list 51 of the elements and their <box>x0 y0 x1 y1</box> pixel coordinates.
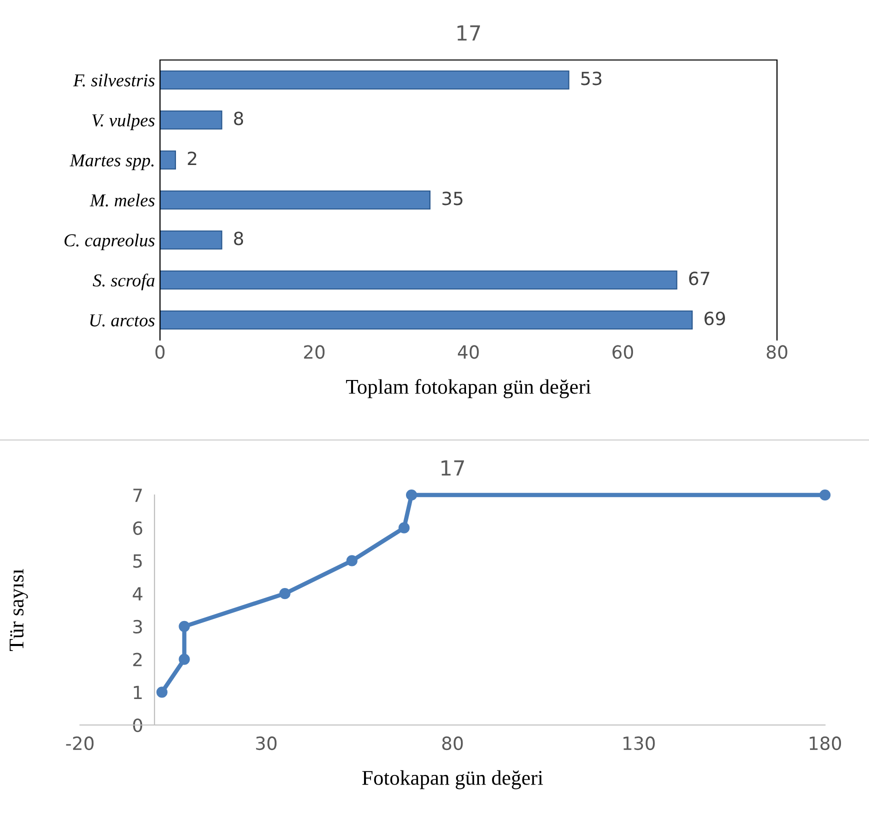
point <box>279 588 290 600</box>
x-tick-label: 30 <box>256 736 277 750</box>
data-label: 69 <box>704 312 725 326</box>
y-tick-label: U. arctos <box>90 314 155 327</box>
y-tick-label: 7 <box>133 488 142 502</box>
data-label: 35 <box>442 192 462 206</box>
data-label: 53 <box>581 72 602 86</box>
y-tick-label: V. vulpes <box>92 114 155 130</box>
bar <box>160 270 678 290</box>
y-tick-label: M. meles <box>90 194 155 207</box>
data-label: 8 <box>234 232 244 246</box>
data-label: 8 <box>234 112 244 126</box>
chart-title: 17 <box>458 25 480 41</box>
x-tick-label: 60 <box>612 345 634 359</box>
y-axis-title: Tür sayısı <box>10 569 28 651</box>
point <box>156 686 168 698</box>
x-tick-label: 180 <box>810 736 842 750</box>
x-axis-title: Fotokapan gün değeri <box>362 770 543 790</box>
point <box>178 654 190 665</box>
x-tick-label: 80 <box>442 736 463 750</box>
y-tick-label: 5 <box>133 554 142 568</box>
y-tick-label: 4 <box>132 587 142 600</box>
bar <box>160 310 693 330</box>
x-tick-label: -20 <box>66 736 94 750</box>
data-label: 67 <box>689 272 710 286</box>
point <box>346 555 358 566</box>
y-tick-label: 2 <box>133 652 142 666</box>
point <box>178 620 190 632</box>
y-tick-label: S. scrofa <box>92 274 154 290</box>
x-axis-title: Toplam fotokapan gün değeri <box>346 379 591 398</box>
y-tick-label: Martes spp. <box>70 154 154 170</box>
point <box>398 522 410 534</box>
chart-title: 17 <box>442 460 464 476</box>
bar <box>160 70 570 90</box>
y-tick-label: C. capreolus <box>64 234 155 250</box>
y-tick-label: 3 <box>133 620 142 634</box>
y-tick-label: 6 <box>133 521 142 535</box>
bar <box>160 230 222 250</box>
data-label: 2 <box>188 152 196 165</box>
y-tick-label: F. silvestris <box>73 74 155 87</box>
y-tick-label: 1 <box>134 686 142 700</box>
x-tick-label: 80 <box>766 345 788 359</box>
bar <box>160 190 430 210</box>
bar <box>160 150 176 170</box>
x-tick-label: 20 <box>304 345 325 359</box>
x-tick-label: 40 <box>458 345 479 359</box>
x-tick-label: 130 <box>624 736 655 750</box>
x-tick-label: 0 <box>155 345 165 359</box>
point <box>406 489 418 501</box>
point <box>819 489 831 501</box>
bar <box>160 110 222 130</box>
